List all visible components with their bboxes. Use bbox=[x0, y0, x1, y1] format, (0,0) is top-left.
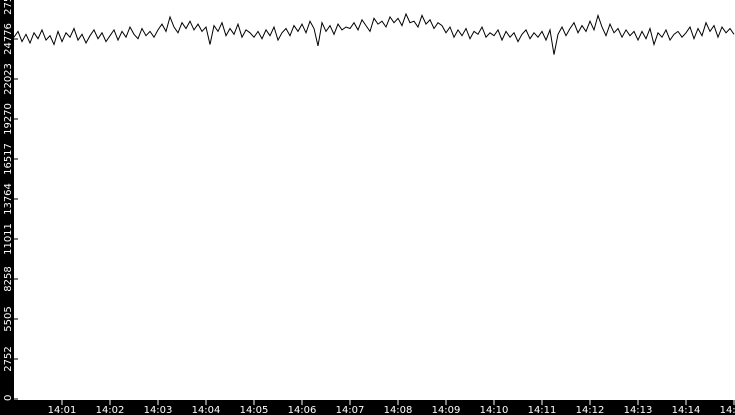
x-tick-label: 14:02 bbox=[96, 405, 125, 415]
y-tick-label: 5505 bbox=[3, 306, 14, 331]
x-tick-label: 14:09 bbox=[432, 405, 461, 415]
y-tick-label: 22023 bbox=[3, 63, 14, 95]
x-tick-label: 14:05 bbox=[240, 405, 269, 415]
x-tick-label: 14:14 bbox=[672, 405, 701, 415]
x-tick-label: 14:15 bbox=[720, 405, 735, 415]
x-tick-label: 14:06 bbox=[288, 405, 317, 415]
x-tick-label: 14:13 bbox=[624, 405, 653, 415]
y-tick-label: 8258 bbox=[3, 266, 14, 291]
y-tick-label: 24776 bbox=[3, 23, 14, 55]
x-tick-label: 14:04 bbox=[192, 405, 221, 415]
x-tick-label: 14:07 bbox=[336, 405, 365, 415]
y-tick-label: 27529 bbox=[3, 0, 14, 15]
x-tick-label: 14:11 bbox=[528, 405, 557, 415]
y-tick-label: 11011 bbox=[3, 223, 14, 255]
series-line bbox=[13, 12, 735, 55]
x-tick-label: 14:03 bbox=[144, 405, 173, 415]
x-tick-label: 14:01 bbox=[48, 405, 77, 415]
y-axis: 0 2752 5505 8258 11011 13764 16517 19270 22023 24… bbox=[3, 0, 18, 401]
x-tick-label: 14:08 bbox=[384, 405, 413, 415]
y-tick-label: 16517 bbox=[3, 143, 14, 175]
y-tick-label: 19270 bbox=[3, 103, 14, 135]
y-tick-label: 0 bbox=[3, 395, 14, 401]
y-tick-label: 2752 bbox=[3, 346, 14, 371]
plot-area bbox=[14, 0, 735, 400]
x-tick-label: 14:12 bbox=[576, 405, 605, 415]
y-tick-label: 13764 bbox=[3, 183, 14, 215]
x-tick-label: 14:10 bbox=[480, 405, 509, 415]
x-axis: 14:01 14:02 14:03 14:04 14:05 14:06 14:07 14:08… bbox=[48, 400, 735, 415]
